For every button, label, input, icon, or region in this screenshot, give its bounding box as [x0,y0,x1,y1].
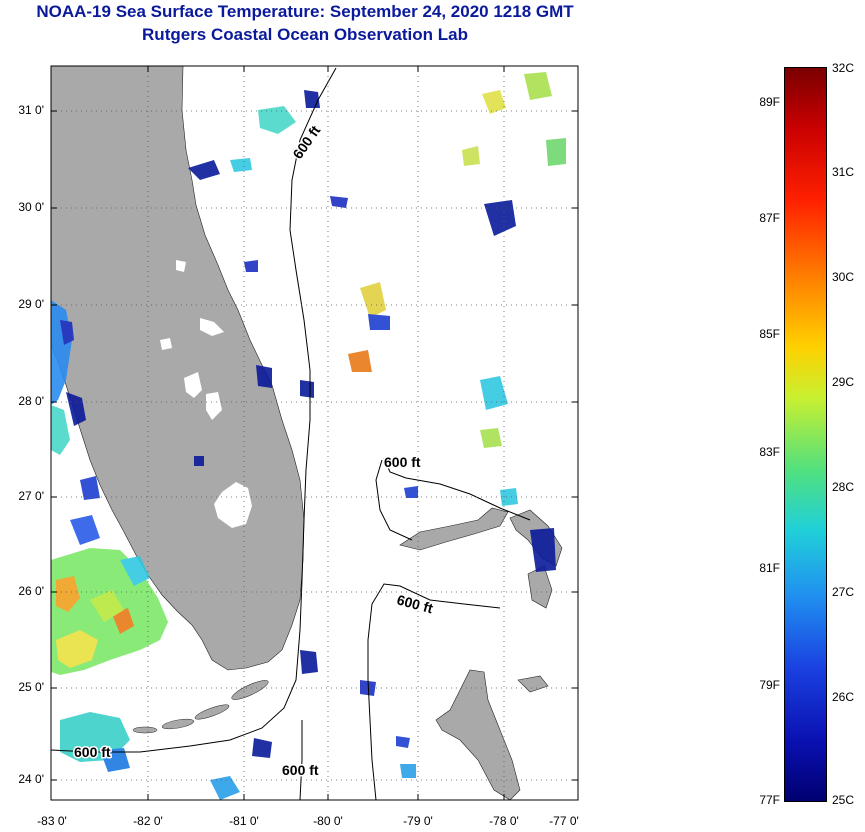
celsius-label: 25C [832,793,855,807]
lat-label: 31 0' [18,103,44,117]
celsius-label: 27C [832,585,855,599]
map-subtitle: Rutgers Coastal Ocean Observation Lab [142,25,468,44]
celsius-label: 29C [832,375,855,389]
lon-label: -79 0' [403,814,433,828]
lon-label: -81 0' [229,814,259,828]
contour-label-4: 600 ft [74,744,111,760]
axis-ticks [51,66,578,800]
celsius-label: 32C [832,61,855,75]
fahrenheit-label: 79F [759,678,780,692]
map-title: NOAA-19 Sea Surface Temperature: Septemb… [36,2,574,21]
celsius-label: 28C [832,480,855,494]
isobath-contours [51,67,531,800]
fahrenheit-label: 83F [759,445,780,459]
lat-label: 25 0' [18,680,44,694]
lon-label: -82 0' [133,814,163,828]
fahrenheit-label: 89F [759,95,780,109]
contour-label-5: 600 ft [282,762,319,778]
lat-label: 28 0' [18,394,44,408]
celsius-label: 30C [832,270,855,284]
fahrenheit-label: 87F [759,211,780,225]
fahrenheit-label: 81F [759,561,780,575]
lon-label: -77 0' [549,814,579,828]
celsius-label: 26C [832,690,855,704]
lat-label: 29 0' [18,297,44,311]
celsius-label: 31C [832,165,855,179]
lat-label: 27 0' [18,489,44,503]
map-frame [50,65,579,801]
lat-label: 24 0' [18,772,44,786]
lon-label: -80 0' [313,814,343,828]
temperature-colorbar [784,67,827,802]
sst-observations [51,72,566,800]
contour-label-2: 600 ft [384,454,421,470]
lon-label: -83 0' [37,814,67,828]
lon-label: -78 0' [489,814,519,828]
fahrenheit-label: 77F [759,793,780,807]
fahrenheit-label: 85F [759,327,780,341]
lat-label: 30 0' [18,200,44,214]
lake-okeechobee [214,482,252,528]
florida-keys [132,680,269,734]
lat-label: 26 0' [18,584,44,598]
